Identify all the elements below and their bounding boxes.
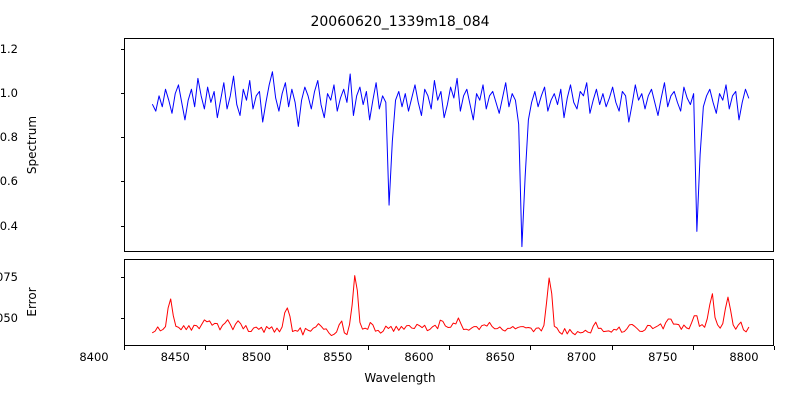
x-tick-mark [449, 346, 450, 350]
x-tick-label: 8450 [160, 350, 190, 364]
y-axis-label-error: Error [25, 287, 39, 317]
x-tick-mark [367, 346, 369, 350]
error-data-line [152, 275, 750, 337]
error-axes[interactable] [124, 259, 774, 346]
plot-title: 20060620_1339m18_084 [310, 14, 490, 30]
x-axis-label: Wavelength [364, 371, 436, 385]
y-tick-mark-spectrum [120, 49, 124, 51]
y-tick-label-error: 0.075 [0, 270, 18, 285]
spectrum-plot-area [152, 71, 750, 248]
y-tick-mark-spectrum [120, 93, 124, 95]
x-tick-label: 8750 [648, 350, 678, 364]
x-tick-label: 8400 [79, 350, 109, 364]
y-tick-mark-spectrum [120, 225, 124, 227]
x-tick-mark [774, 346, 775, 350]
x-tick-mark [205, 346, 207, 350]
x-tick-label: 8600 [404, 350, 434, 364]
x-tick-mark [286, 346, 288, 350]
x-tick-mark [530, 346, 532, 350]
x-tick-label: 8700 [566, 350, 597, 364]
y-tick-mark-spectrum [120, 181, 124, 183]
x-tick-mark [124, 346, 125, 350]
x-tick-mark [692, 346, 694, 350]
x-tick-label: 8650 [485, 350, 515, 364]
y-tick-label-spectrum: 1.2 [0, 42, 18, 57]
x-tick-label: 8800 [729, 350, 759, 364]
y-tick-mark-error [120, 318, 124, 320]
x-tick-label: 8550 [323, 350, 353, 364]
x-tick-mark [611, 346, 613, 350]
y-tick-mark-error [120, 277, 124, 279]
x-tick-label: 8500 [241, 350, 272, 364]
spectrum-axes[interactable] [124, 38, 774, 252]
y-axis-label-spectrum: Spectrum [25, 115, 39, 175]
y-tick-label-spectrum: 0.6 [0, 174, 18, 189]
y-tick-label-spectrum: 0.4 [0, 218, 18, 233]
y-tick-label-spectrum: 0.8 [0, 130, 18, 145]
y-tick-label-spectrum: 1.0 [0, 86, 18, 101]
spectrum-data-line [152, 71, 750, 248]
error-plot-area [152, 275, 750, 337]
y-tick-label-error: 0.050 [0, 311, 18, 326]
y-tick-mark-spectrum [120, 137, 124, 139]
